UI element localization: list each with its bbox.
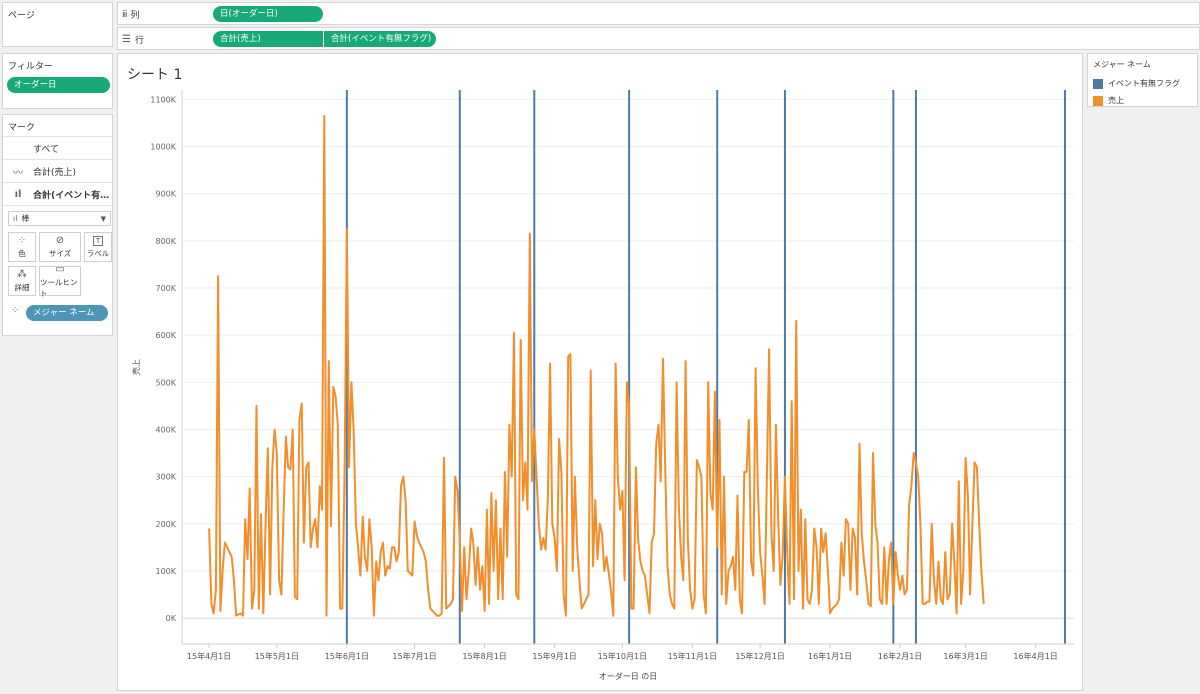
y-tick-label: 1000K <box>150 143 176 152</box>
rows-pill-sales[interactable]: 合計(売上) <box>213 31 323 47</box>
color-button[interactable]: ⁘ 色 <box>8 232 36 262</box>
y-tick-label: 300K <box>155 473 176 482</box>
sheet-view: シート 1 0K 100K 200K 300K 400K 500K 600K 700K 800K… <box>117 53 1083 691</box>
legend-panel: メジャー ネーム イベント有無フラグ 売上 <box>1087 53 1198 107</box>
label-button[interactable]: T ラベル <box>84 232 112 262</box>
legend-item-sales[interactable]: 売上 <box>1088 92 1197 109</box>
x-tick-label: 15年8月1日 <box>462 651 506 661</box>
x-tick-label: 15年6月1日 <box>325 651 369 661</box>
size-icon: ⊘ <box>55 235 65 246</box>
legend-item-event-flag[interactable]: イベント有無フラグ <box>1088 75 1197 92</box>
filter-pill-order-date[interactable]: オーダー日 <box>7 77 110 93</box>
y-tick-label: 900K <box>155 190 176 199</box>
pages-shelf-title: ページ <box>8 11 35 21</box>
color-dots-icon: ⁘ <box>17 235 27 246</box>
detail-dots-icon: ⁂ <box>17 269 27 280</box>
marks-item-event-flag[interactable]: ıl 合計(イベント有… <box>3 183 112 206</box>
legend-title: メジャー ネーム <box>1093 60 1151 69</box>
y-tick-label: 0K <box>166 614 177 623</box>
x-axis-title: オーダー日 の日 <box>599 671 658 681</box>
rows-icon: ☰ <box>122 34 131 45</box>
detail-button[interactable]: ⁂ 詳細 <box>8 266 36 296</box>
x-tick-label: 16年1月1日 <box>808 651 852 661</box>
sheet-title: シート 1 <box>127 67 183 83</box>
y-tick-label: 800K <box>155 237 176 246</box>
y-tick-label: 600K <box>155 331 176 340</box>
color-pill-measure-names[interactable]: メジャー ネーム <box>26 305 108 321</box>
y-tick-label: 500K <box>155 378 176 387</box>
columns-shelf-label: iii 列 <box>122 9 140 22</box>
rows-pill-event-flag[interactable]: 合計(イベント有無フラグ) <box>324 31 436 47</box>
x-tick-label: 15年11月1日 <box>668 651 717 661</box>
x-tick-label: 16年2月1日 <box>878 651 922 661</box>
x-tick-label: 16年3月1日 <box>943 651 987 661</box>
x-tick-label: 15年9月1日 <box>532 651 576 661</box>
marks-item-sales[interactable]: 〰 合計(売上) <box>3 160 112 183</box>
y-tick-label: 400K <box>155 425 176 434</box>
pages-shelf[interactable]: ページ <box>2 2 113 47</box>
y-tick-label: 100K <box>155 567 176 576</box>
x-tick-label: 15年5月1日 <box>255 651 299 661</box>
bar-icon: ıl <box>14 188 22 200</box>
sales-line-chart: 0K 100K 200K 300K 400K 500K 600K 700K 800K 900K 10… <box>131 90 1074 681</box>
legend-swatch <box>1093 95 1103 106</box>
marks-card: マーク すべて 〰 合計(売上) ıl 合計(イベント有… ıl 棒 ▼ ⁘ 色… <box>2 114 113 336</box>
columns-icon: iii <box>122 9 127 20</box>
color-dots-icon: ⁘ <box>11 305 20 316</box>
columns-shelf[interactable]: iii 列 日(オーダー日) <box>117 2 1200 25</box>
rows-shelf[interactable]: ☰ 行 合計(売上) 合計(イベント有無フラグ) <box>117 27 1200 50</box>
rows-shelf-label: ☰ 行 <box>122 34 144 46</box>
filters-shelf-title: フィルター <box>8 62 53 72</box>
tooltip-button[interactable]: ▭ ツールヒント <box>39 263 81 298</box>
sales-series-line <box>208 114 985 617</box>
marks-item-all[interactable]: すべて <box>3 137 112 160</box>
x-tick-label: 15年7月1日 <box>392 651 436 661</box>
tooltip-icon: ▭ <box>55 263 65 275</box>
x-tick-label: 15年4月1日 <box>187 651 231 661</box>
y-tick-label: 200K <box>155 520 176 529</box>
line-icon: 〰 <box>13 167 23 179</box>
y-axis-title: 売上 <box>131 359 141 375</box>
mark-type-select[interactable]: ıl 棒 ▼ <box>8 211 111 226</box>
chevron-down-icon: ▼ <box>100 214 106 223</box>
y-tick-label: 1100K <box>150 95 176 104</box>
y-tick-label: 700K <box>155 284 176 293</box>
size-button[interactable]: ⊘ サイズ <box>39 232 81 262</box>
columns-pill-order-date[interactable]: 日(オーダー日) <box>213 6 323 22</box>
legend-swatch <box>1093 78 1103 89</box>
marks-card-title: マーク <box>3 115 112 137</box>
x-tick-label: 15年12月1日 <box>735 651 784 661</box>
filters-shelf[interactable]: フィルター オーダー日 <box>2 53 113 109</box>
text-label-icon: T <box>92 235 104 246</box>
x-tick-label: 16年4月1日 <box>1013 651 1057 661</box>
x-tick-label: 15年10月1日 <box>598 651 647 661</box>
bar-icon: ıl <box>13 214 18 223</box>
